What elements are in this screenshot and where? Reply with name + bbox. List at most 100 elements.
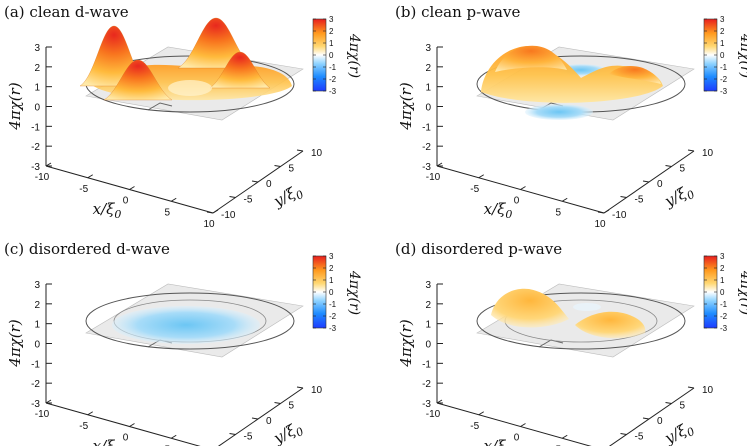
panel-title: (b) clean p-wave: [395, 3, 520, 21]
z-tick-label: 0: [34, 103, 40, 114]
z-tick-label: -3: [422, 162, 431, 173]
x-tick-mark: [129, 186, 135, 190]
panel-d: (d) disordered p-wave3210-1-2-34πχ(r)-10…: [395, 240, 747, 446]
y-tick-mark: [229, 433, 236, 435]
panel-title: (c) disordered d-wave: [4, 240, 170, 258]
colorbar-tick-label: 1: [329, 39, 334, 48]
x-tick-mark: [129, 423, 135, 427]
colorbar-tick-label: 0: [329, 51, 334, 60]
colorbar-tick-label: 3: [329, 15, 334, 24]
y-tick-mark: [665, 402, 672, 404]
x-tick-label: -5: [470, 184, 479, 195]
x-tick-label: -5: [79, 184, 88, 195]
y-tick-mark: [642, 417, 650, 420]
x-tick-mark: [561, 434, 568, 439]
colorbar-label: 4πχ(r): [737, 33, 747, 78]
z-tick-label: 2: [34, 300, 40, 311]
disk-outline: [85, 292, 295, 350]
y-tick-label: 5: [289, 164, 295, 175]
colorbar-tick-label: 2: [329, 264, 334, 273]
y-tick-label: 10: [702, 385, 714, 396]
y-axis-label: y/ξ0: [661, 418, 697, 446]
colorbar-tick-label: -1: [720, 63, 728, 72]
x-tick-label: 0: [123, 196, 129, 207]
z-tick-label: 2: [425, 300, 431, 311]
x-axis-label-text: x/ξ0: [484, 200, 513, 221]
y-tick-label: 0: [266, 416, 272, 427]
y-tick-label: 0: [266, 179, 272, 190]
z-tick-label: -2: [31, 379, 40, 390]
y-tick-mark: [687, 149, 695, 152]
panel-c: (c) disordered d-wave3210-1-2-34πχ(r)-10…: [4, 240, 362, 446]
colorbar-label: 4πχ(r): [346, 33, 362, 78]
y-tick-label: -5: [635, 432, 644, 443]
surface: [112, 306, 260, 344]
y-tick-mark: [274, 402, 281, 404]
z-tick-label: 1: [425, 320, 431, 331]
colorbar-tick-label: 3: [720, 15, 725, 24]
x-axis-line: [436, 402, 592, 446]
y-tick-label: 5: [680, 401, 686, 412]
surface-peak: [491, 288, 569, 328]
panel-title: (a) clean d-wave: [4, 3, 129, 21]
colorbar-tick-label: 1: [329, 276, 334, 285]
y-tick-label: 0: [657, 179, 663, 190]
x-tick-mark: [170, 434, 177, 439]
x-tick-mark: [561, 197, 568, 202]
surface-dip: [525, 104, 593, 120]
z-tick-label: 1: [34, 83, 40, 94]
z-tick-label: 0: [425, 103, 431, 114]
z-tick-label: 1: [425, 83, 431, 94]
y-axis-label-text: y/ξ0: [661, 181, 697, 214]
x-axis-label: x/ξ0: [93, 200, 122, 221]
x-tick-mark: [436, 162, 443, 167]
y-tick-mark: [229, 196, 236, 198]
x-tick-mark: [87, 411, 94, 416]
x-tick-label: -10: [35, 409, 50, 420]
x-tick-label: 5: [555, 207, 561, 218]
y-tick-label: -10: [221, 210, 236, 221]
z-tick-label: -3: [31, 162, 40, 173]
x-tick-mark: [212, 209, 219, 214]
surface: [79, 17, 292, 101]
x-tick-label: 10: [203, 219, 215, 230]
z-tick-label: 0: [425, 340, 431, 351]
surface-peak: [495, 45, 567, 72]
y-axis-label: y/ξ0: [270, 418, 306, 446]
colorbar-tick-label: -3: [329, 324, 337, 333]
z-axis-label: 4πχ(r): [6, 319, 24, 368]
z-tick-label: 3: [425, 43, 431, 54]
panel-b: (b) clean p-wave3210-1-2-34πχ(r)-10-5051…: [395, 3, 747, 230]
x-tick-label: -5: [79, 421, 88, 432]
x-tick-mark: [45, 399, 52, 404]
z-tick-label: -3: [31, 399, 40, 410]
y-tick-label: 5: [289, 401, 295, 412]
z-tick-label: 2: [425, 63, 431, 74]
x-tick-mark: [478, 174, 485, 179]
colorbar-tick-label: 0: [329, 288, 334, 297]
surface: [491, 288, 646, 339]
colorbar-tick-label: 2: [329, 27, 334, 36]
z-tick-label: -1: [422, 122, 431, 133]
x-tick-mark: [478, 411, 485, 416]
y-axis-label-text: y/ξ0: [661, 418, 697, 446]
colorbar-tick-label: 2: [720, 264, 725, 273]
colorbar-tick-label: -1: [329, 300, 337, 309]
x-tick-label: 0: [514, 433, 520, 444]
y-tick-label: 10: [311, 148, 323, 159]
panel-a: (a) clean d-wave3210-1-2-34πχ(r)-10-5051…: [4, 3, 362, 230]
surface-peak: [575, 311, 646, 339]
y-tick-mark: [620, 433, 627, 435]
colorbar-tick-label: 3: [720, 252, 725, 261]
x-tick-label: 5: [164, 207, 170, 218]
x-axis-label: x/ξ0: [484, 200, 513, 221]
colorbar-tick-label: -1: [720, 300, 728, 309]
x-tick-mark: [170, 197, 177, 202]
z-tick-label: -2: [31, 142, 40, 153]
x-tick-mark: [87, 174, 94, 179]
x-tick-label: 5: [164, 444, 170, 446]
colorbar-tick-label: -3: [720, 87, 728, 96]
y-axis-label-text: y/ξ0: [270, 181, 306, 214]
z-tick-label: 3: [34, 43, 40, 54]
colorbar-tick-label: -3: [720, 324, 728, 333]
